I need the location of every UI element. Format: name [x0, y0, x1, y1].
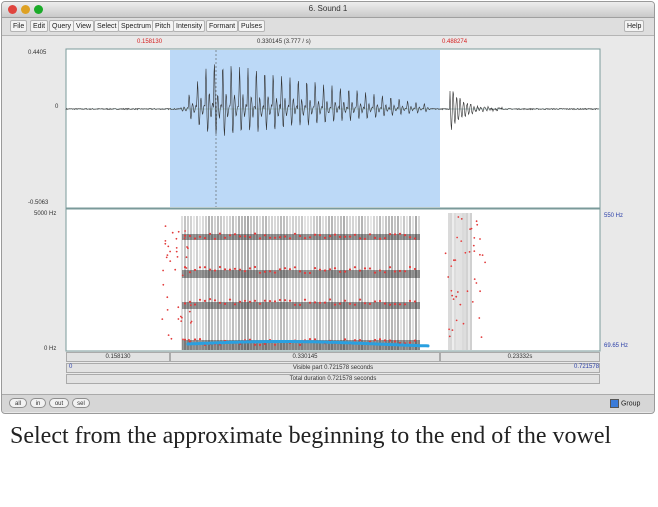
waveform-y-min: -0.5063 — [28, 200, 49, 206]
menu-select[interactable]: Select — [94, 20, 120, 32]
formant-dots — [161, 216, 486, 346]
menu-spectrum[interactable]: Spectrum — [118, 20, 154, 32]
maximize-window-button[interactable] — [34, 5, 43, 14]
visible-start: 0 — [69, 364, 73, 370]
menu-help[interactable]: Help — [624, 20, 645, 32]
zoom-out-button[interactable]: out — [49, 398, 69, 408]
group-checkbox[interactable]: Group — [610, 399, 640, 408]
minimize-window-button[interactable] — [21, 5, 30, 14]
pitch-track — [186, 340, 430, 348]
spectrogram-panel — [65, 208, 601, 352]
checkbox-checked-icon — [610, 399, 619, 408]
menu-view[interactable]: View — [73, 20, 95, 32]
group-label: Group — [620, 400, 641, 408]
waveform-y-zero: 0 — [55, 104, 59, 110]
interval-selection[interactable]: 0.330145 — [170, 352, 440, 362]
sound-editor-window: 6. Sound 1 File Edit Query View Select S… — [1, 1, 655, 414]
waveform-trace — [65, 64, 600, 136]
menu-formant[interactable]: Formant — [206, 20, 239, 32]
spectrogram-y-max: 5000 Hz — [34, 211, 57, 217]
visible-part-text: Visible part 0.721578 seconds — [292, 365, 374, 371]
interval-left[interactable]: 0.158130 — [66, 352, 170, 362]
total-duration-bar[interactable]: Total duration 0.721578 seconds — [66, 374, 600, 384]
zoom-in-button[interactable]: in — [30, 398, 46, 408]
selection-highlight — [170, 50, 440, 207]
menu-intensity[interactable]: Intensity — [173, 20, 206, 32]
menu-bar: File Edit Query View Select Spectrum Pit… — [2, 18, 654, 36]
waveform-panel — [65, 48, 601, 209]
selection-end-time: 0.488274 — [442, 39, 468, 45]
zoom-all-button[interactable]: all — [9, 398, 27, 408]
pitch-y-max: 550 Hz — [604, 213, 624, 219]
bottom-toolbar: all in out sel Group — [2, 394, 654, 412]
selection-start-time: 0.158130 — [137, 39, 163, 45]
visible-end: 0.721578 — [574, 364, 600, 370]
pitch-y-min: 69.65 Hz — [604, 343, 629, 349]
caption-text: Select from the approximate beginning to… — [10, 423, 612, 449]
waveform-y-max: 0.4405 — [28, 50, 47, 56]
spectrogram-image — [181, 213, 472, 350]
window-title: 6. Sound 1 — [308, 4, 348, 13]
menu-file[interactable]: File — [10, 20, 28, 32]
close-window-button[interactable] — [8, 5, 17, 14]
visible-part-bar[interactable]: Visible part 0.721578 seconds — [66, 363, 600, 373]
interval-right[interactable]: 0.23332s — [440, 352, 600, 362]
spectrogram-y-min: 0 Hz — [44, 346, 57, 352]
menu-pitch[interactable]: Pitch — [152, 20, 174, 32]
selection-duration: 0.330145 (3.777 / s) — [257, 39, 311, 45]
menu-query[interactable]: Query — [49, 20, 75, 32]
zoom-selection-button[interactable]: sel — [72, 398, 90, 408]
title-bar: 6. Sound 1 — [2, 2, 654, 18]
menu-edit[interactable]: Edit — [30, 20, 49, 32]
menu-pulses[interactable]: Pulses — [238, 20, 266, 32]
